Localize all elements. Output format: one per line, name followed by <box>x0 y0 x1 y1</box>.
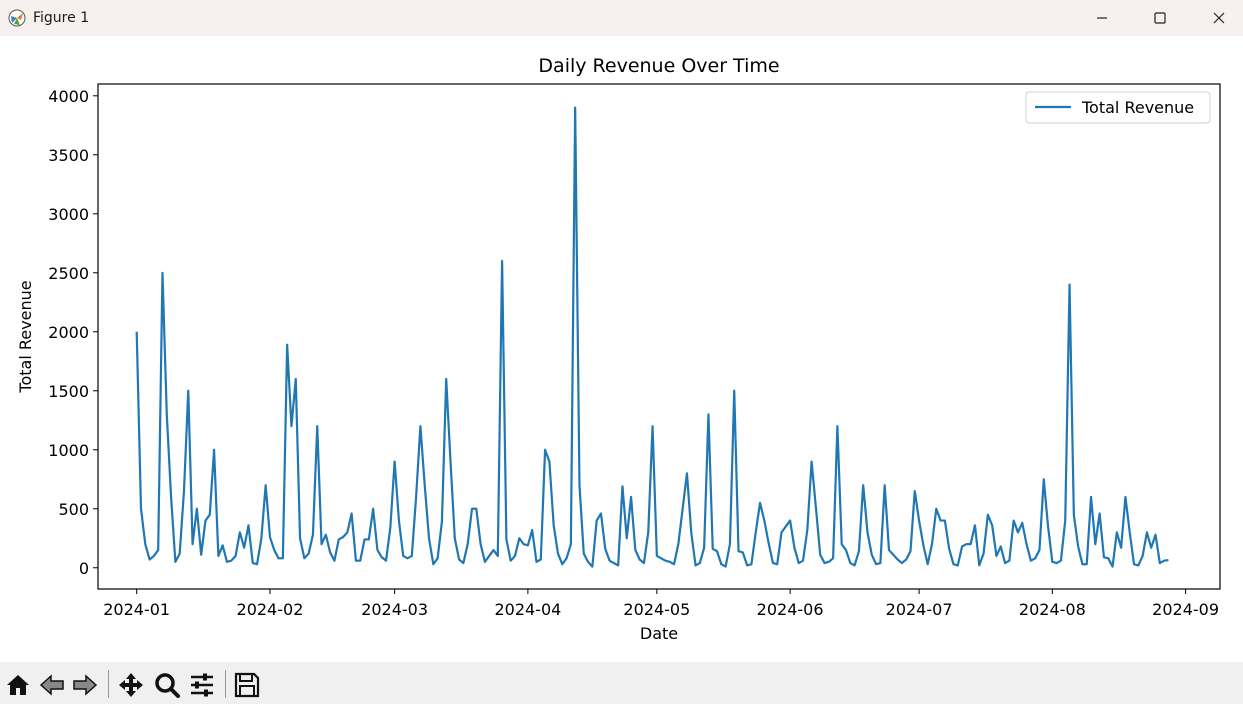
y-tick-label: 4000 <box>48 87 89 106</box>
close-icon <box>1213 12 1225 24</box>
zoom-button[interactable] <box>152 670 182 700</box>
back-button[interactable] <box>37 670 67 700</box>
chart-title: Daily Revenue Over Time <box>538 55 779 77</box>
y-tick-label: 2500 <box>48 264 89 283</box>
line-chart: Daily Revenue Over Time 0 500 1000 1500 2000 2… <box>16 55 1221 643</box>
x-tick-label: 2024-01 <box>103 600 170 619</box>
x-tick-label: 2024-05 <box>623 600 690 619</box>
x-tick-label: 2024-04 <box>494 600 561 619</box>
axes-frame <box>97 83 1221 590</box>
toolbar-separator <box>108 670 109 698</box>
y-tick-label: 3500 <box>48 146 89 165</box>
x-tick-label: 2024-07 <box>886 600 953 619</box>
back-arrow-icon <box>39 674 64 696</box>
forward-button[interactable] <box>70 670 100 700</box>
y-tick-label: 500 <box>58 500 89 519</box>
configure-subplots-button[interactable] <box>187 670 217 700</box>
home-icon <box>7 675 29 695</box>
x-tick-label: 2024-03 <box>361 600 428 619</box>
x-tick-label: 2024-06 <box>757 600 824 619</box>
save-button[interactable] <box>232 670 262 700</box>
close-button[interactable] <box>1196 0 1242 36</box>
app-icon <box>8 9 26 27</box>
series-line-total-revenue <box>135 106 1169 568</box>
y-axis-label: Total Revenue <box>16 280 35 393</box>
y-tick-label: 1000 <box>48 441 89 460</box>
home-button[interactable] <box>3 670 33 700</box>
window-titlebar: Figure 1 <box>0 0 1243 36</box>
legend-box <box>1025 91 1211 124</box>
minimize-button[interactable] <box>1079 0 1125 36</box>
figure-canvas[interactable]: Daily Revenue Over Time 0 500 1000 1500 2000 2… <box>0 36 1243 662</box>
pan-icon <box>119 673 143 697</box>
forward-arrow-icon <box>73 674 98 696</box>
x-axis-label: Date <box>640 624 678 643</box>
y-tick-label: 3000 <box>48 205 89 224</box>
maximize-button[interactable] <box>1137 0 1183 36</box>
y-tick-label: 2000 <box>48 323 89 342</box>
pan-button[interactable] <box>116 670 146 700</box>
y-tick-label: 0 <box>79 559 89 578</box>
navigation-toolbar <box>0 662 1243 704</box>
y-tick-label: 1500 <box>48 382 89 401</box>
window-title: Figure 1 <box>33 10 90 26</box>
maximize-icon <box>1154 12 1166 24</box>
minimize-icon <box>1097 17 1107 19</box>
x-tick-label: 2024-02 <box>237 600 304 619</box>
configure-subplots-icon <box>191 673 213 697</box>
x-tick-label: 2024-08 <box>1019 600 1086 619</box>
save-icon <box>234 672 260 698</box>
x-tick-label: 2024-09 <box>1152 600 1219 619</box>
toolbar-separator <box>225 670 226 698</box>
zoom-icon <box>155 673 180 698</box>
legend-label: Total Revenue <box>1081 98 1194 117</box>
